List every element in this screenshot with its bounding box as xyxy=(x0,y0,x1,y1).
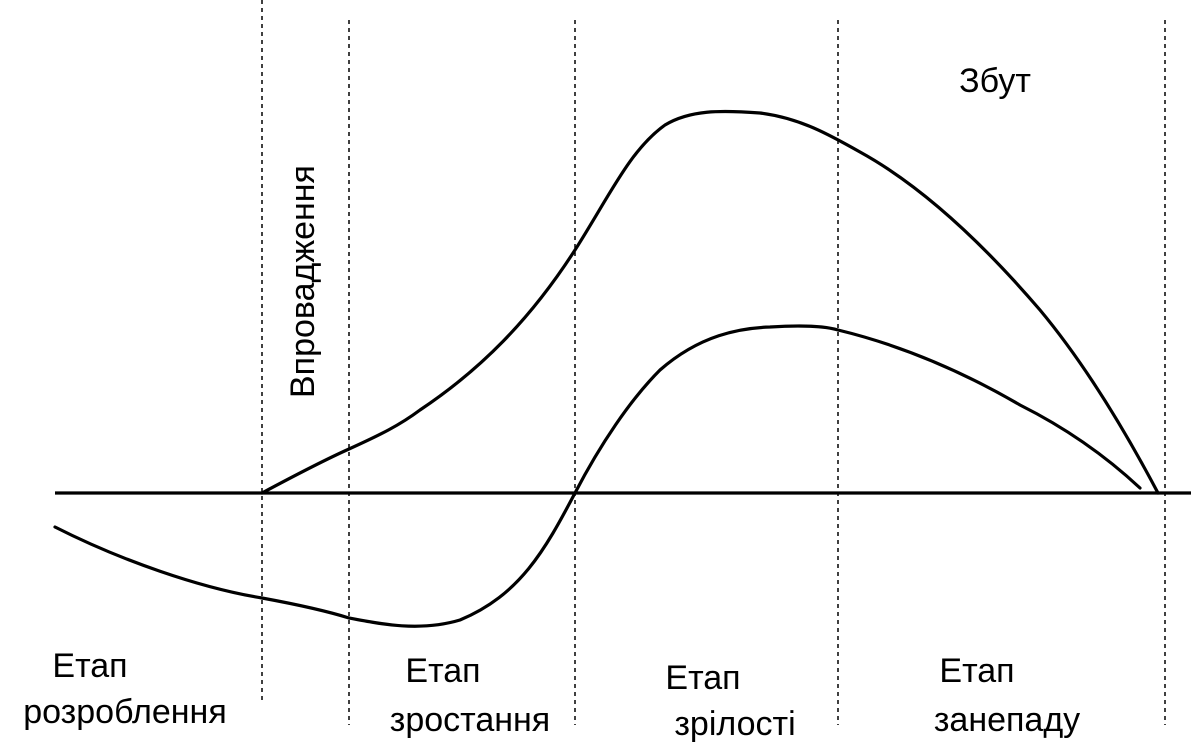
growth-stage-line1: Етап xyxy=(405,652,480,690)
growth-stage-line2: зростання xyxy=(390,701,550,739)
maturity-stage-line2: зрілості xyxy=(674,705,795,743)
chart-title: Збут xyxy=(959,62,1031,100)
development-stage-line1: Етап xyxy=(52,647,127,685)
introduction-stage-label: Впровадження xyxy=(284,165,322,398)
maturity-stage-line1: Етап xyxy=(665,659,740,697)
sales-curve xyxy=(260,109,1160,495)
development-stage-line2: розроблення xyxy=(23,693,227,731)
decline-stage-line2: занепаду xyxy=(934,701,1080,739)
decline-stage-line1: Етап xyxy=(939,652,1014,690)
profit-curve xyxy=(53,324,1142,628)
